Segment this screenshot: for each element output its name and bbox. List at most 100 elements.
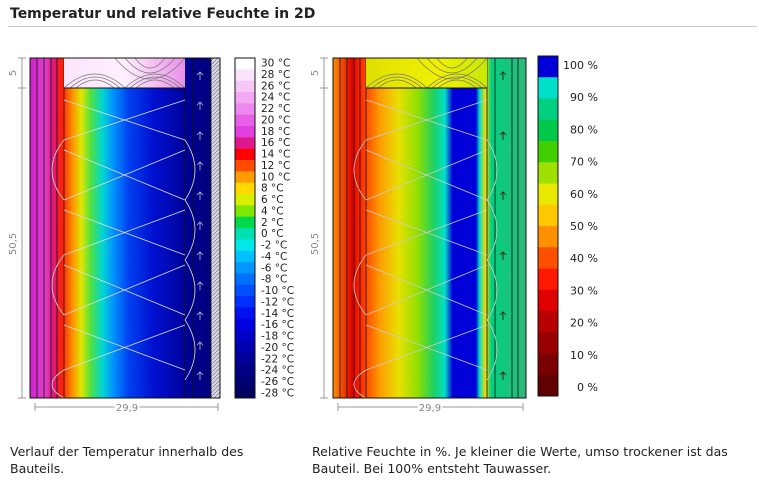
temperature-legend-label: -16 °C xyxy=(261,319,294,331)
temperature-legend-label: 28 °C xyxy=(261,69,290,81)
humidity-dim-offset: 5 xyxy=(310,70,321,76)
temperature-legend-label: 4 °C xyxy=(261,205,284,217)
humidity-legend-label: 100 % xyxy=(563,59,598,72)
humidity-legend-swatch xyxy=(538,119,558,142)
temperature-legend-swatch xyxy=(235,205,255,218)
temperature-legend-label: -6 °C xyxy=(261,262,287,274)
temperature-legend-swatch xyxy=(235,386,255,399)
humidity-legend-swatch xyxy=(538,162,558,184)
temperature-legend-label: -8 °C xyxy=(261,274,287,286)
temperature-legend-swatch xyxy=(235,80,255,93)
temperature-legend-swatch xyxy=(235,273,255,286)
temperature-dim-width: 29,9 xyxy=(116,403,138,414)
temperature-legend-swatch xyxy=(235,239,255,252)
temperature-legend-swatch xyxy=(235,69,255,82)
humidity-legend-label: 40 % xyxy=(570,252,598,265)
temperature-legend-swatch xyxy=(235,216,255,229)
humidity-dimension-lines xyxy=(320,57,524,411)
humidity-legend-label: 70 % xyxy=(570,156,598,169)
temperature-legend-label: -14 °C xyxy=(261,308,294,320)
temperature-legend-label: -26 °C xyxy=(261,376,294,388)
temperature-dim-height: 50,5 xyxy=(8,233,19,255)
temperature-legend-label: 10 °C xyxy=(261,171,290,183)
temperature-dim-offset: 5 xyxy=(8,70,19,76)
humidity-legend-swatch xyxy=(538,98,558,121)
humidity-legend-swatch xyxy=(538,268,558,291)
temperature-legend-swatch xyxy=(235,182,255,195)
temperature-legend-label: -2 °C xyxy=(261,240,287,252)
temperature-legend-swatch xyxy=(235,92,255,104)
humidity-legend-label: 10 % xyxy=(570,349,598,362)
temperature-legend-swatch xyxy=(235,194,255,206)
temperature-legend-label: -4 °C xyxy=(261,251,287,263)
temperature-legend-label: -18 °C xyxy=(261,331,294,343)
temperature-legend-swatch xyxy=(235,148,255,161)
temperature-legend-label: 16 °C xyxy=(261,137,290,149)
temperature-legend-label: 20 °C xyxy=(261,114,290,126)
humidity-legend-swatch xyxy=(538,332,558,354)
temperature-legend-label: 18 °C xyxy=(261,126,290,138)
temperature-legend-label: 24 °C xyxy=(261,92,290,104)
humidity-legend-swatch xyxy=(538,204,558,227)
temperature-legend-swatch xyxy=(235,352,255,365)
humidity-legend-swatch xyxy=(538,141,558,163)
temperature-legend-swatch xyxy=(235,307,255,320)
humidity-legend-swatch xyxy=(538,247,558,269)
temperature-legend-label: -28 °C xyxy=(261,388,294,400)
temperature-legend-label: 2 °C xyxy=(261,217,284,229)
temperature-legend-swatch xyxy=(235,103,255,116)
humidity-legend-label: 50 % xyxy=(570,220,598,233)
humidity-legend-label: 60 % xyxy=(570,188,598,201)
temperature-legend-label: 30 °C xyxy=(261,58,290,70)
humidity-legend-swatch xyxy=(538,77,558,99)
temperature-legend-swatch xyxy=(235,137,255,150)
page-title: Temperatur und relative Feuchte in 2D xyxy=(10,6,316,22)
humidity-legend-swatch xyxy=(538,183,558,206)
humidity-legend-label: 90 % xyxy=(570,91,598,104)
temperature-legend-swatch xyxy=(235,228,255,240)
humidity-legend-swatch xyxy=(538,311,558,333)
temperature-legend-label: -22 °C xyxy=(261,353,294,365)
humidity-legend-swatch xyxy=(538,56,558,78)
temperature-legend-label: -24 °C xyxy=(261,365,294,377)
temperature-legend-label: -20 °C xyxy=(261,342,294,354)
temperature-legend-swatch xyxy=(235,262,255,274)
temperature-legend-label: 0 °C xyxy=(261,228,284,240)
temperature-legend-swatch xyxy=(235,58,255,70)
temperature-legend-swatch xyxy=(235,284,255,297)
title-divider xyxy=(8,26,757,27)
humidity-legend-swatch xyxy=(538,374,558,397)
temperature-legend-swatch xyxy=(235,364,255,376)
temperature-legend-label: 26 °C xyxy=(261,80,290,92)
temperature-legend-label: 12 °C xyxy=(261,160,290,172)
humidity-legend: 100 % 90 % 80 % 70 % 60 % 50 % 40 % 30 % 20 % 10 … xyxy=(537,55,598,397)
humidity-legend-swatch xyxy=(538,226,558,248)
temperature-legend-label: -10 °C xyxy=(261,285,294,297)
temperature-dimension-lines xyxy=(18,57,219,411)
temperature-legend-swatch xyxy=(235,126,255,138)
humidity-dim-height: 50,5 xyxy=(310,233,321,255)
temperature-legend-label: -12 °C xyxy=(261,296,294,308)
humidity-legend-label: 20 % xyxy=(570,317,598,330)
temperature-legend-label: 8 °C xyxy=(261,183,284,195)
humidity-legend-swatch xyxy=(538,353,558,376)
humidity-panel: 5 50,5 29,9 xyxy=(310,55,598,416)
temperature-field xyxy=(30,58,220,398)
temperature-legend-swatch xyxy=(235,160,255,172)
humidity-caption: Relative Feuchte in %. Je kleiner die We… xyxy=(312,444,728,476)
temperature-legend-swatch xyxy=(235,330,255,342)
humidity-dim-width: 29,9 xyxy=(419,403,441,414)
humidity-field xyxy=(333,58,526,398)
temperature-legend-label: 14 °C xyxy=(261,149,290,161)
humidity-legend-label: 80 % xyxy=(570,123,598,136)
temperature-panel: 5 50,5 29,9 xyxy=(8,57,294,416)
temperature-legend-swatch xyxy=(235,250,255,263)
temperature-legend-swatch xyxy=(235,114,255,127)
temperature-legend: 30 °C28 °C26 °C24 °C22 °C20 °C18 °C16 °C… xyxy=(234,57,294,400)
humidity-legend-swatch xyxy=(538,289,558,312)
temperature-legend-label: 22 °C xyxy=(261,103,290,115)
humidity-legend-label: 0 % xyxy=(577,381,598,394)
temperature-legend-swatch xyxy=(235,171,255,184)
temperature-legend-swatch xyxy=(235,341,255,354)
